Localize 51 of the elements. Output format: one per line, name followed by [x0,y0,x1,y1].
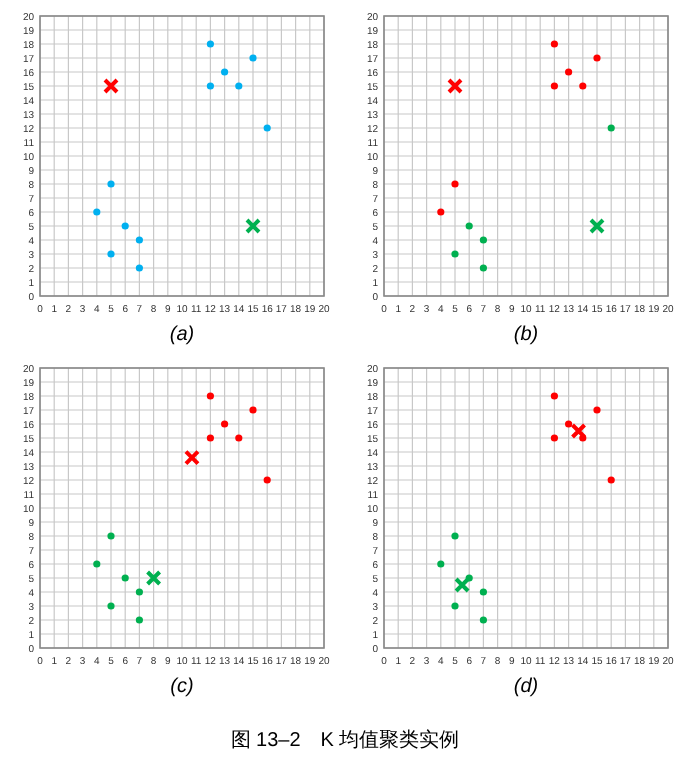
point [221,68,229,76]
point [235,434,243,442]
point [593,54,601,62]
point [550,392,558,400]
point [479,264,487,272]
point [565,68,573,76]
point [451,250,459,258]
point [550,40,558,48]
x-axis-title: (a) [169,324,195,346]
point [565,420,573,428]
point [550,82,558,90]
point [135,616,143,624]
point [550,434,558,442]
point [93,208,101,216]
point [249,406,257,414]
x-axis-title: (b) [513,324,539,346]
point [451,602,459,610]
point [451,532,459,540]
point [437,208,445,216]
point [451,180,459,188]
point [135,588,143,596]
point [107,250,115,258]
caption: 图 13–2 K 均值聚类实例 [230,728,460,752]
point [479,236,487,244]
point [135,236,143,244]
point [107,602,115,610]
point [135,264,143,272]
point [479,616,487,624]
point [107,532,115,540]
point [593,406,601,414]
point [479,588,487,596]
point [465,222,473,230]
point [121,574,129,582]
point [221,420,229,428]
point [206,40,214,48]
point [206,392,214,400]
x-axis-title: (c) [170,676,194,698]
point [121,222,129,230]
point [206,82,214,90]
point [249,54,257,62]
point [607,124,615,132]
point [93,560,101,568]
point [206,434,214,442]
point [263,476,271,484]
point [235,82,243,90]
point [579,82,587,90]
x-axis-title: (d) [513,676,539,698]
point [607,476,615,484]
point [263,124,271,132]
point [437,560,445,568]
point [107,180,115,188]
